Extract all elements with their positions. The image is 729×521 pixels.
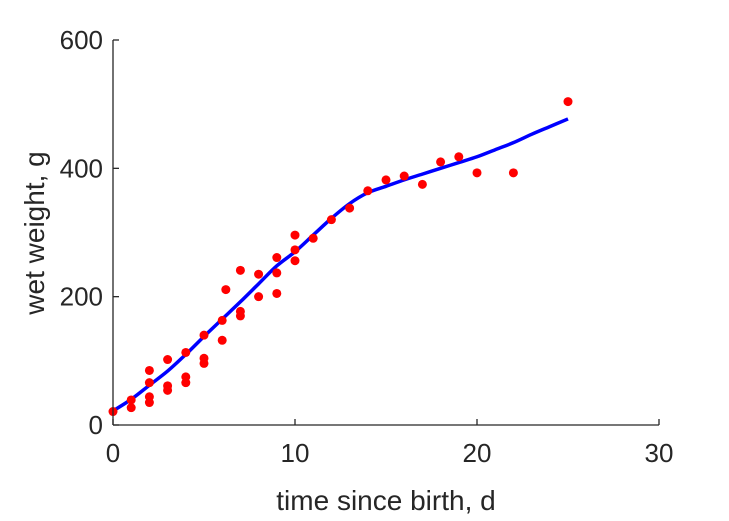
data-point bbox=[144, 378, 154, 388]
data-point bbox=[181, 347, 191, 357]
data-point bbox=[454, 152, 464, 162]
data-point bbox=[199, 330, 209, 340]
y-tick-label: 600 bbox=[60, 25, 103, 55]
data-point bbox=[563, 97, 573, 107]
y-tick-label: 400 bbox=[60, 153, 103, 183]
data-point bbox=[399, 171, 409, 181]
x-tick-label: 0 bbox=[106, 438, 120, 468]
fit-curve bbox=[112, 117, 569, 413]
data-point bbox=[221, 285, 231, 295]
data-point bbox=[144, 392, 154, 402]
data-point bbox=[126, 395, 136, 405]
y-ticks: 0 200 400 600 bbox=[60, 25, 119, 440]
data-point bbox=[272, 253, 282, 263]
data-point bbox=[381, 175, 391, 185]
data-point bbox=[363, 186, 373, 196]
y-tick-label: 0 bbox=[89, 410, 103, 440]
y-tick-label: 200 bbox=[60, 282, 103, 312]
data-point bbox=[272, 288, 282, 298]
data-point bbox=[472, 168, 482, 178]
data-point bbox=[217, 335, 227, 345]
data-point bbox=[254, 292, 264, 302]
data-point bbox=[272, 268, 282, 278]
data-point bbox=[436, 157, 446, 167]
data-point bbox=[290, 256, 300, 266]
data-point bbox=[290, 230, 300, 240]
data-point bbox=[308, 233, 318, 243]
data-point bbox=[163, 355, 173, 365]
data-point bbox=[199, 353, 209, 363]
data-point bbox=[254, 269, 264, 279]
data-point bbox=[345, 203, 355, 213]
data-point bbox=[326, 215, 336, 225]
y-axis-label: wet weight, g bbox=[19, 151, 50, 315]
x-axis-label: time since birth, d bbox=[276, 485, 495, 516]
data-point bbox=[126, 403, 136, 413]
data-point bbox=[290, 245, 300, 255]
x-ticks: 0 10 20 30 bbox=[106, 419, 674, 468]
x-tick-label: 30 bbox=[645, 438, 674, 468]
data-point bbox=[508, 168, 518, 178]
data-point bbox=[235, 265, 245, 275]
data-point bbox=[144, 365, 154, 375]
x-tick-label: 20 bbox=[463, 438, 492, 468]
data-point bbox=[417, 179, 427, 189]
plot-area bbox=[108, 97, 573, 417]
data-point bbox=[235, 306, 245, 316]
data-point bbox=[217, 315, 227, 325]
x-tick-label: 10 bbox=[281, 438, 310, 468]
data-point bbox=[181, 372, 191, 382]
data-point bbox=[163, 381, 173, 391]
